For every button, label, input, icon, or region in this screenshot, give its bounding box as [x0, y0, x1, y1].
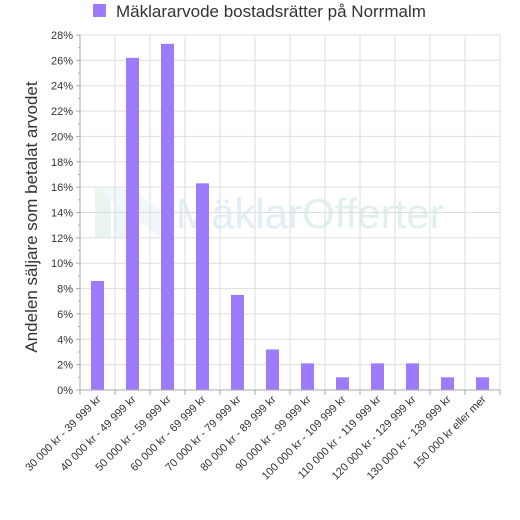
- y-tick-label: 20%: [51, 131, 73, 143]
- y-tick-label: 0%: [57, 385, 73, 397]
- bar: [91, 280, 104, 390]
- y-tick-label: 4%: [57, 334, 73, 346]
- y-tick-labels: 0% 2% 4% 6% 8% 10% 12% 14% 16% 18% 20% 22% 24% 26% 28%: [51, 30, 73, 397]
- axis-layer: [76, 34, 501, 395]
- bar: [231, 294, 244, 390]
- legend-swatch: [93, 4, 106, 17]
- y-tick-label: 2%: [57, 360, 73, 372]
- y-tick-label: 12%: [51, 233, 73, 245]
- bar: [371, 363, 384, 390]
- y-tick-label: 10%: [51, 258, 73, 270]
- y-tick-label: 24%: [51, 81, 73, 93]
- y-tick-label: 8%: [57, 284, 73, 296]
- y-tick-label: 14%: [51, 208, 73, 220]
- watermark-text: MäklarOfferter: [176, 190, 444, 237]
- bar: [406, 363, 419, 390]
- bar: [196, 183, 209, 390]
- bar: [161, 43, 174, 390]
- bar: [266, 349, 279, 390]
- y-tick-label: 16%: [51, 182, 73, 194]
- bar: [301, 363, 314, 390]
- y-tick-label: 26%: [51, 55, 73, 67]
- bar: [126, 57, 139, 390]
- bar: [336, 377, 349, 390]
- y-axis-label: Andelen säljare som betalat arvodet: [22, 81, 41, 352]
- bars-layer: [91, 43, 489, 390]
- bar: [476, 377, 489, 390]
- grid-layer: [79, 34, 501, 391]
- watermark-text-part1: Mäklar: [176, 190, 302, 237]
- bar: [441, 377, 454, 390]
- y-tick-label: 18%: [51, 157, 73, 169]
- legend-label: Mäklararvode bostadsrätter på Norrmalm: [116, 2, 426, 21]
- watermark-text-part2: Offerter: [302, 190, 444, 237]
- y-tick-label: 22%: [51, 106, 73, 118]
- legend: Mäklararvode bostadsrätter på Norrmalm: [93, 2, 426, 21]
- y-tick-label: 6%: [57, 309, 73, 321]
- y-tick-label: 28%: [51, 30, 73, 42]
